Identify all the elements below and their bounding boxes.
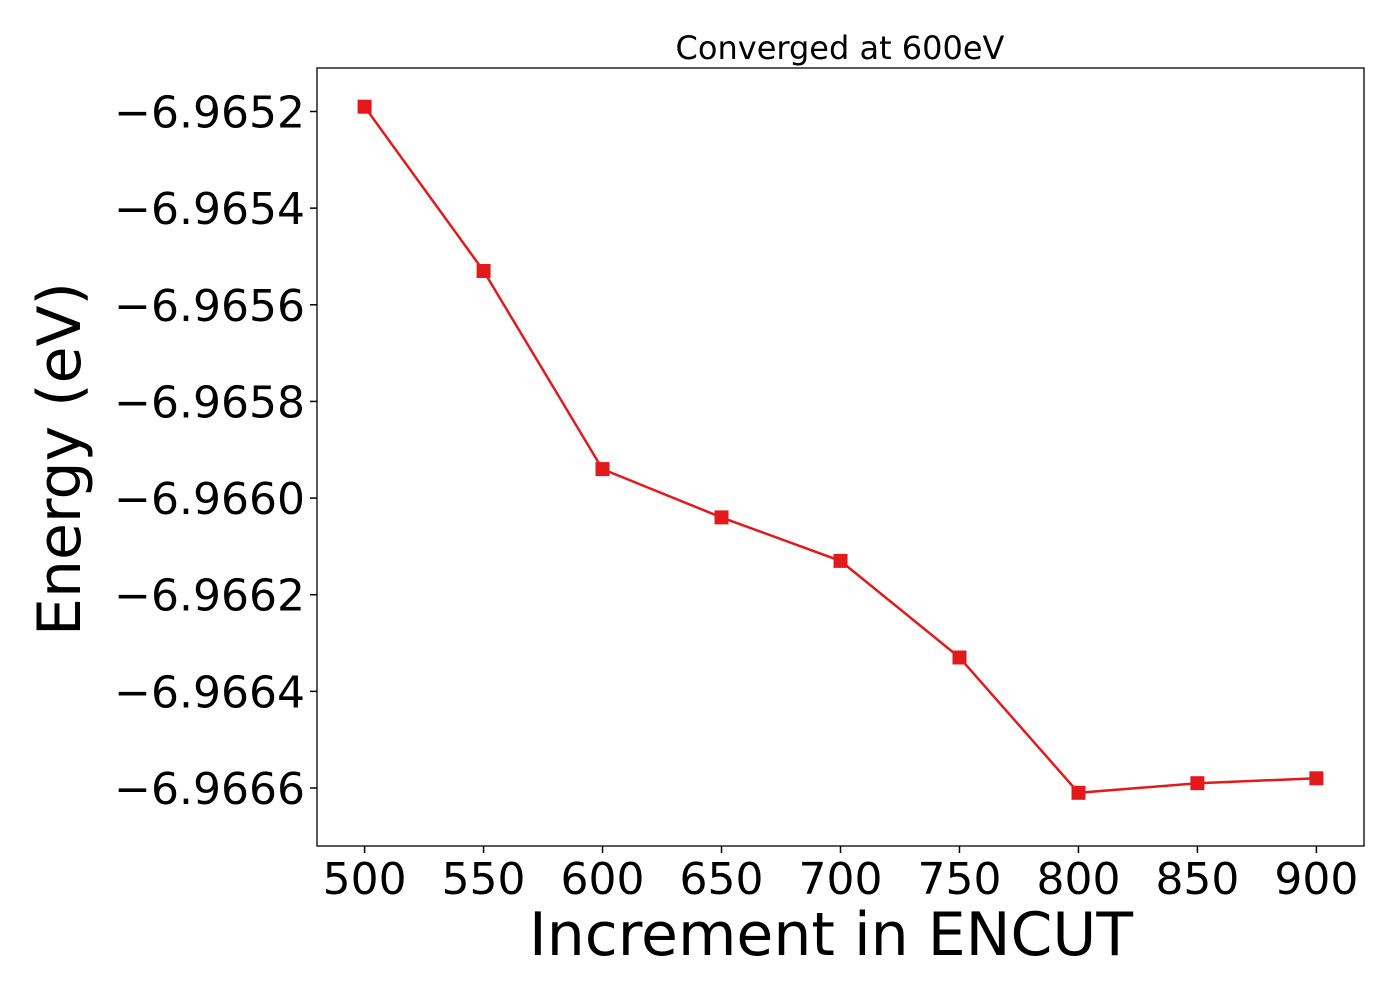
x-tick-label: 750 (917, 854, 1001, 905)
y-axis-label: Energy (eV) (25, 282, 95, 636)
y-tick-label: −6.9664 (114, 667, 305, 718)
x-tick-label: 800 (1036, 854, 1120, 905)
x-tick-label: 700 (799, 854, 883, 905)
x-tick-label: 600 (561, 854, 645, 905)
y-tick-label: −6.9662 (114, 571, 305, 622)
data-point-marker (1190, 776, 1205, 791)
x-tick-label: 500 (323, 854, 407, 905)
x-tick-label: 850 (1155, 854, 1239, 905)
y-tick-label: −6.9666 (114, 764, 305, 815)
data-point-marker (1071, 785, 1086, 800)
y-tick-label: −6.9654 (114, 184, 305, 235)
data-point-marker (1309, 771, 1324, 786)
data-point-marker (595, 462, 610, 477)
x-axis-label: Increment in ENCUT (529, 900, 1133, 970)
series-markers (357, 99, 1324, 800)
x-axis-ticks: 500 550 600 650 700 750 800 850 900 (323, 846, 1358, 905)
data-point-marker (357, 99, 372, 114)
plot-frame (316, 67, 1365, 847)
y-tick-label: −6.9652 (114, 87, 305, 138)
y-tick-label: −6.9658 (114, 377, 305, 428)
x-tick-label: 550 (442, 854, 526, 905)
y-tick-label: −6.9656 (114, 281, 305, 332)
data-point-marker (952, 650, 967, 665)
y-tick-label: −6.9660 (114, 474, 305, 525)
y-axis-ticks: −6.9652 −6.9654 −6.9656 −6.9658 −6.9660 −6.96… (114, 87, 317, 815)
data-point-marker (714, 510, 729, 525)
series-line (363, 105, 1317, 795)
x-tick-label: 650 (680, 854, 764, 905)
chart-title: Converged at 600eV (676, 29, 1005, 67)
data-point-marker (476, 264, 491, 278)
x-tick-label: 900 (1274, 854, 1358, 905)
data-point-marker (833, 553, 848, 568)
